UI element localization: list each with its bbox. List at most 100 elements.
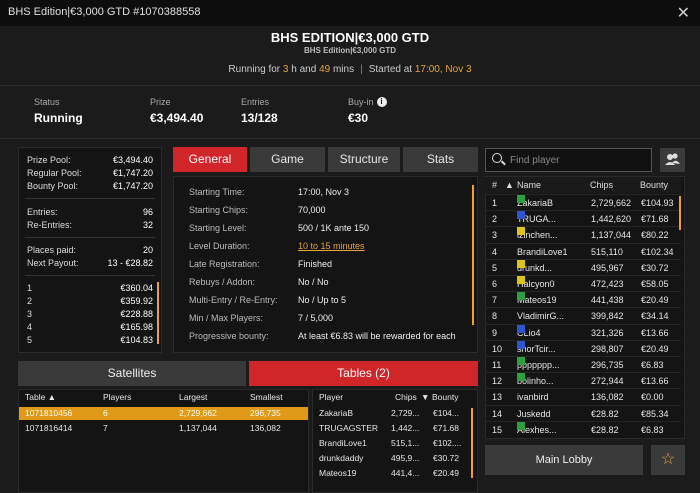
player-row[interactable]: 1 ZakariaB 2,729,662 €104.93 bbox=[485, 194, 681, 210]
flag-icon bbox=[517, 421, 525, 430]
col-chips[interactable]: Chips bbox=[395, 392, 417, 402]
col-name[interactable]: Name bbox=[517, 180, 542, 190]
player-row[interactable]: 5 drunkd... 495,967 €30.72 bbox=[485, 258, 681, 275]
prize-pool-row: Prize Pool: €3,494.40 bbox=[27, 155, 153, 165]
table-row[interactable]: 1071810456 6 2,729,662 296,735 bbox=[19, 407, 308, 420]
status-value: Running bbox=[34, 111, 83, 125]
tournament-title: BHS EDITION|€3,000 GTD bbox=[270, 30, 430, 45]
buyin-value: €30 bbox=[348, 111, 369, 125]
close-icon[interactable]: ✕ bbox=[676, 5, 690, 22]
scrollbar[interactable] bbox=[471, 408, 473, 478]
player-row[interactable]: 15 Alexhes... €28.82 €6.83 bbox=[485, 420, 681, 437]
reentries-label: Re-Entries: bbox=[27, 220, 73, 230]
col-player[interactable]: Player bbox=[319, 392, 344, 402]
player-rank: 2 bbox=[492, 214, 498, 225]
places-paid-row: Places paid: 20 bbox=[27, 245, 153, 255]
col-rank[interactable]: # bbox=[492, 180, 498, 190]
table-cell: 1071816414 bbox=[25, 423, 73, 433]
player-row[interactable]: 2 TRUGA... 1,442,620 €71.68 bbox=[485, 210, 681, 226]
info-label: Level Duration: bbox=[189, 241, 250, 251]
player-row[interactable]: 13 ivanbird 136,082 €0.00 bbox=[485, 388, 681, 404]
payout-place: 4 bbox=[27, 322, 33, 332]
player-rank: 13 bbox=[492, 392, 503, 403]
search-input[interactable] bbox=[510, 152, 646, 168]
tab-structure[interactable]: Structure bbox=[328, 147, 400, 172]
status-label: Status bbox=[34, 97, 60, 107]
level-duration-link[interactable]: 10 to 15 minutes bbox=[298, 241, 365, 251]
bounty-pool-value: €1,747.20 bbox=[112, 181, 153, 191]
info-label: Late Registration: bbox=[189, 259, 260, 269]
satellites-button[interactable]: Satellites bbox=[18, 361, 246, 386]
table-row[interactable]: Mateos19 441,4... €20.49 bbox=[313, 467, 477, 480]
tab-stats[interactable]: Stats bbox=[403, 147, 478, 172]
flag-icon bbox=[517, 276, 525, 284]
col-bounty[interactable]: Bounty bbox=[432, 392, 459, 402]
search-box[interactable] bbox=[485, 148, 652, 172]
player-row[interactable]: 6 Halcyon0 472,423 €58.05 bbox=[485, 275, 681, 291]
table-cell: €102.... bbox=[433, 438, 462, 448]
col-smallest[interactable]: Smallest bbox=[250, 392, 283, 402]
info-value: No / Up to 5 bbox=[298, 295, 347, 305]
scrollbar[interactable] bbox=[472, 185, 474, 325]
scrollbar[interactable] bbox=[679, 196, 681, 230]
player-bounty: €6.83 bbox=[641, 424, 664, 435]
player-row[interactable]: 7 Mateos19 441,438 €20.49 bbox=[485, 291, 681, 307]
scrollbar[interactable] bbox=[157, 282, 159, 344]
col-largest[interactable]: Largest bbox=[179, 392, 208, 402]
player-name: Alexhes... bbox=[517, 424, 557, 435]
entries-row: Entries: 96 bbox=[27, 207, 153, 217]
table-cell: 2,729... bbox=[391, 408, 420, 418]
player-name-cell: CLio4 bbox=[517, 324, 541, 341]
main-lobby-button[interactable]: Main Lobby bbox=[485, 445, 643, 475]
col-players[interactable]: Players bbox=[103, 392, 132, 402]
player-chips: €28.82 bbox=[591, 424, 619, 435]
player-name: CLio4 bbox=[517, 327, 541, 338]
player-bounty: €104.93 bbox=[641, 198, 674, 208]
table-cell: 6 bbox=[103, 408, 108, 418]
player-row[interactable]: 10 shorTcir... 298,807 €20.49 bbox=[485, 339, 681, 356]
player-row[interactable]: 4 BrandiLove1 515,110 €102.34 bbox=[485, 242, 681, 259]
payout-amount: €360.04 bbox=[120, 283, 153, 293]
next-payout-value: 13 - €28.82 bbox=[107, 258, 153, 268]
table-row[interactable]: ZakariaB 2,729... €104... bbox=[313, 407, 477, 420]
table-row[interactable]: TRUGAGSTER 1,442... €71.68 bbox=[313, 422, 477, 435]
player-row[interactable]: 14 Juskedd €28.82 €85.34 bbox=[485, 404, 681, 421]
prize-pool-value: €3,494.40 bbox=[112, 155, 153, 165]
player-row[interactable]: 9 CLio4 321,326 €13.66 bbox=[485, 323, 681, 341]
tab-general[interactable]: General bbox=[173, 147, 247, 172]
info-icon[interactable]: i bbox=[376, 97, 387, 107]
table-row[interactable]: BrandiLove1 515,1... €102.... bbox=[313, 437, 477, 450]
player-rank: 12 bbox=[492, 376, 503, 387]
flag-icon bbox=[517, 340, 525, 349]
col-chips[interactable]: Chips bbox=[590, 180, 614, 190]
users-button[interactable] bbox=[660, 148, 685, 172]
started-label: Started at bbox=[368, 64, 415, 75]
player-row[interactable]: 11 ppppppp... 296,735 €6.83 bbox=[485, 356, 681, 372]
player-name: BrandiLove1 bbox=[517, 246, 568, 257]
flag-icon bbox=[517, 324, 525, 333]
table-row[interactable]: drunkdaddy 495,9... €30.72 bbox=[313, 452, 477, 465]
player-row[interactable]: 3 izinchen... 1,137,044 €80.22 bbox=[485, 226, 681, 242]
payout-row: 2 €359.92 bbox=[27, 296, 153, 306]
payout-row: 1 €360.04 bbox=[27, 283, 153, 293]
star-icon[interactable]: ☆ bbox=[651, 445, 685, 475]
bounty-pool-row: Bounty Pool: €1,747.20 bbox=[27, 181, 153, 191]
regular-pool-value: €1,747.20 bbox=[112, 168, 153, 178]
tab-game[interactable]: Game bbox=[250, 147, 325, 172]
player-chips: 272,944 bbox=[591, 376, 624, 387]
player-row[interactable]: 8 VladimirG... 399,842 €34.14 bbox=[485, 307, 681, 323]
info-value: No / No bbox=[298, 277, 329, 287]
col-bounty[interactable]: Bounty bbox=[640, 180, 669, 190]
table-row[interactable]: 1071816414 7 1,137,044 136,082 bbox=[19, 422, 308, 435]
player-name: ZakariaB bbox=[517, 198, 554, 208]
info-value: 70,000 bbox=[298, 205, 326, 215]
info-value: 7 / 5,000 bbox=[298, 313, 334, 323]
player-row[interactable]: 12 bolinho... 272,944 €13.66 bbox=[485, 372, 681, 388]
player-rank: 3 bbox=[492, 230, 498, 241]
player-name-cell: Halcyon0 bbox=[517, 276, 555, 292]
col-table[interactable]: Table ▲ bbox=[25, 392, 57, 402]
table-players-list: Player Chips ▼ Bounty ZakariaB 2,729... … bbox=[312, 389, 478, 493]
tables-button[interactable]: Tables (2) bbox=[249, 361, 478, 386]
table-cell: TRUGAGSTER bbox=[319, 423, 379, 433]
table-cell: 441,4... bbox=[391, 468, 420, 478]
